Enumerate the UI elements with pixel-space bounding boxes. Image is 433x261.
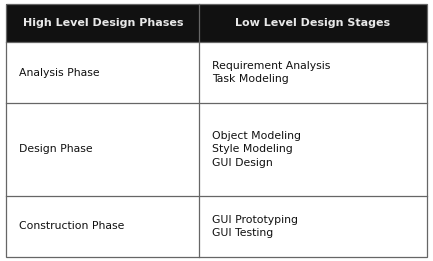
- Text: High Level Design Phases: High Level Design Phases: [23, 18, 183, 28]
- Bar: [6, 4, 427, 42]
- Text: Analysis Phase: Analysis Phase: [19, 68, 100, 78]
- Text: GUI Prototyping
GUI Testing: GUI Prototyping GUI Testing: [212, 215, 298, 238]
- Text: Object Modeling
Style Modeling
GUI Design: Object Modeling Style Modeling GUI Desig…: [212, 131, 301, 168]
- Text: Low Level Design Stages: Low Level Design Stages: [235, 18, 391, 28]
- Text: Requirement Analysis
Task Modeling: Requirement Analysis Task Modeling: [212, 61, 330, 84]
- Text: Design Phase: Design Phase: [19, 144, 93, 155]
- Text: Construction Phase: Construction Phase: [19, 221, 125, 231]
